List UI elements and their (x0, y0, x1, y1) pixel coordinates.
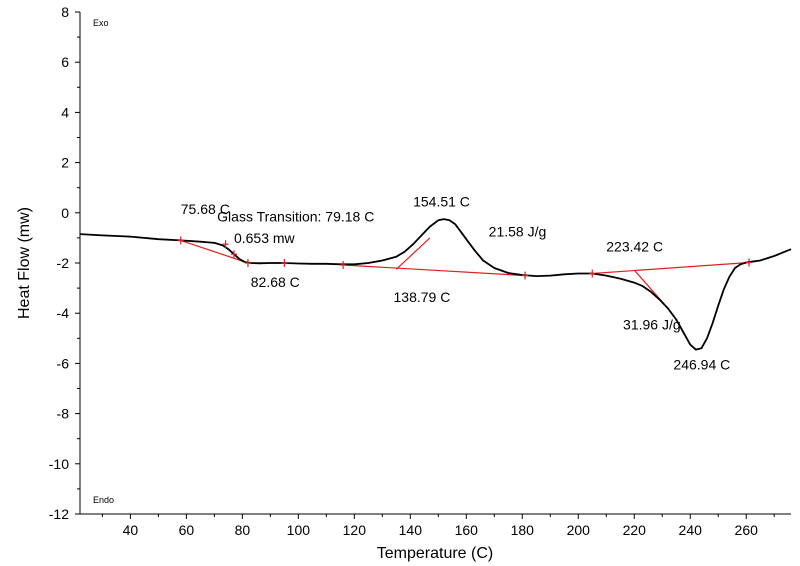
analysis-line (395, 237, 431, 270)
y-tick-label: -8 (57, 406, 70, 422)
x-tick-label: 140 (399, 522, 423, 538)
analysis-line (180, 239, 249, 264)
annotation-label: 75.68 C (181, 201, 230, 217)
y-tick-label: 0 (61, 205, 69, 221)
y-tick-label: -4 (57, 305, 70, 321)
x-tick-label: 180 (511, 522, 535, 538)
y-tick-label: 4 (61, 104, 69, 120)
annotation-label: 138.79 C (394, 289, 451, 305)
heat-flow-curve (79, 218, 792, 351)
y-tick-label: 8 (61, 4, 69, 20)
x-tick-label: 60 (179, 522, 195, 538)
analysis-line (592, 261, 750, 275)
annotation-label: Glass Transition: 79.18 C (217, 209, 374, 225)
x-tick-label: 100 (287, 522, 311, 538)
annotation-label: 82.68 C (251, 274, 300, 290)
y-tick-label: -10 (49, 456, 69, 472)
annotation-label: 154.51 C (413, 194, 470, 210)
x-tick-label: 40 (123, 522, 139, 538)
annotation-label: 31.96 J/g (623, 317, 681, 333)
x-axis-title: Temperature (C) (377, 545, 493, 562)
x-tick-label: 160 (455, 522, 479, 538)
y-tick-label: -6 (57, 355, 70, 371)
x-tick-label: 260 (735, 522, 759, 538)
x-tick-label: 120 (343, 522, 367, 538)
x-tick-label: 80 (235, 522, 251, 538)
y-tick-label: 2 (61, 155, 69, 171)
x-tick-label: 200 (567, 522, 591, 538)
corner-label-exo: Exo (93, 18, 109, 28)
x-tick-label: 240 (679, 522, 703, 538)
y-tick-label: -12 (49, 506, 69, 522)
x-tick-label: 220 (623, 522, 647, 538)
annotation-label: 0.653 mw (234, 230, 296, 246)
corner-label-endo: Endo (93, 495, 114, 505)
analysis-line (343, 264, 526, 277)
y-tick-label: -2 (57, 255, 70, 271)
y-axis-title: Heat Flow (mw) (16, 207, 33, 319)
annotation-label: 246.94 C (673, 357, 730, 373)
chart-marks: -12 -10 -8 -6 -4 -2 0 2 4 6 8 40 60 80 100 120 140 160 180… (49, 4, 792, 538)
annotation-label: 223.42 C (606, 239, 663, 255)
plot-background (80, 12, 791, 514)
annotation-label: 21.58 J/g (489, 224, 547, 240)
y-tick-label: 6 (61, 54, 69, 70)
